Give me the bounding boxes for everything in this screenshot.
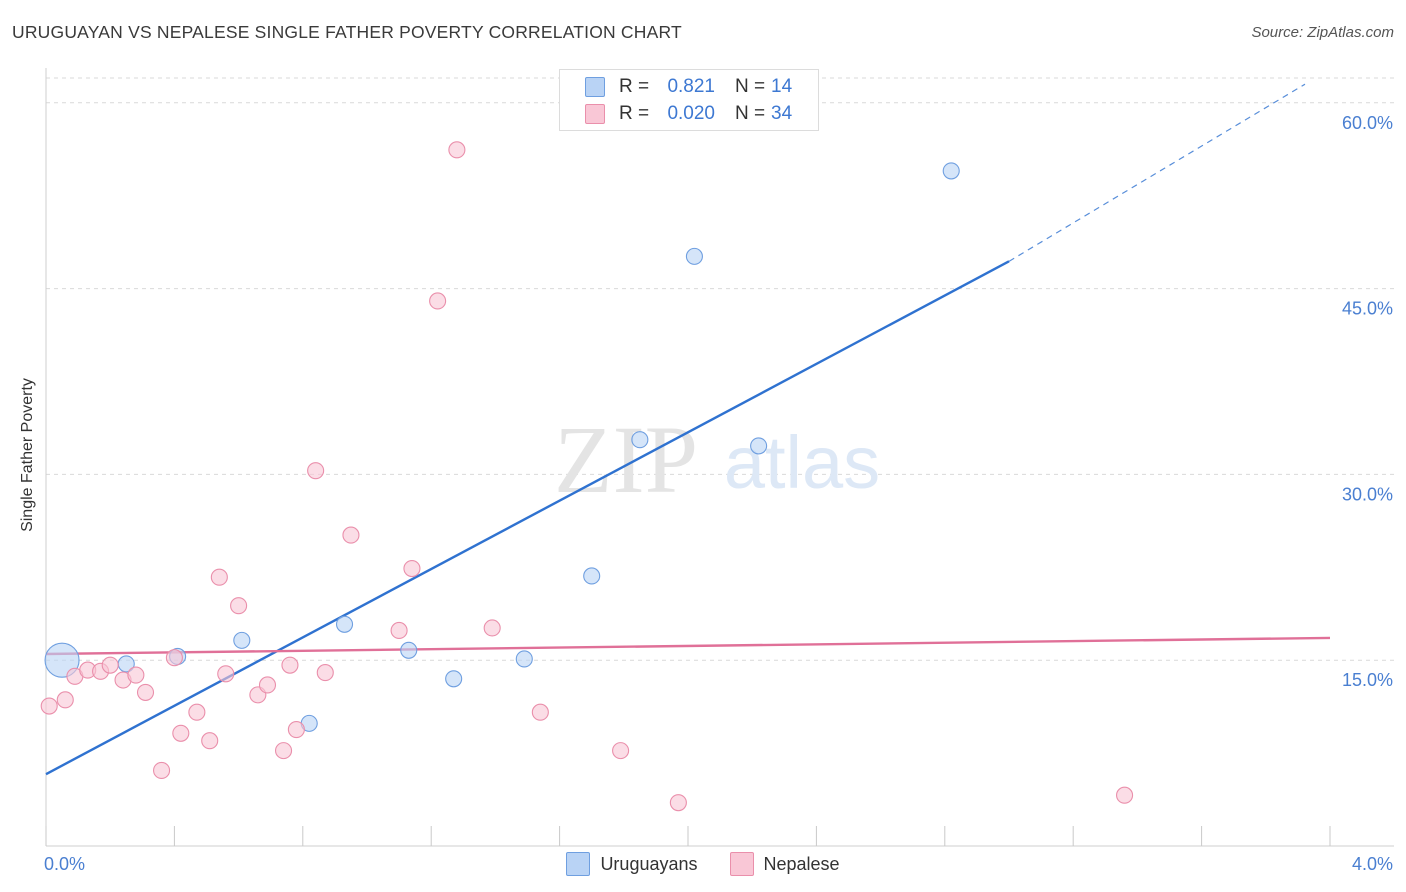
nepalese-point xyxy=(316,664,334,682)
nepalese-point xyxy=(1116,786,1134,804)
uruguayan-point xyxy=(631,431,649,449)
legend-n-value: 14 xyxy=(771,76,793,97)
x-tick-label-max: 4.0% xyxy=(1352,854,1393,874)
y-tick-label: 15.0% xyxy=(1342,670,1393,690)
series-legend: Uruguayans Nepalese xyxy=(0,852,1406,876)
legend-n-label: N = xyxy=(735,76,766,97)
nepalese-point xyxy=(483,619,501,637)
nepalese-point xyxy=(153,761,171,779)
legend-r-label: R = xyxy=(619,76,650,97)
legend-swatch-uruguayans xyxy=(566,852,591,876)
nepalese-point xyxy=(531,703,549,721)
data-points xyxy=(40,141,1134,812)
nepalese-point xyxy=(448,141,466,159)
nepalese-point xyxy=(403,559,421,578)
legend-label-nepalese: Nepalese xyxy=(763,853,840,874)
uruguayan-point xyxy=(515,650,533,668)
legend-r-value: 0.821 xyxy=(667,76,715,97)
chart-title: URUGUAYAN VS NEPALESE SINGLE FATHER POVE… xyxy=(12,22,682,42)
y-tick-label: 60.0% xyxy=(1342,113,1393,133)
uruguayan-point xyxy=(685,247,703,265)
legend-r-label: R = xyxy=(619,103,650,124)
nepalese-point xyxy=(201,732,219,750)
y-tick-label: 45.0% xyxy=(1342,299,1393,319)
nepalese-point xyxy=(612,742,630,760)
nepalese-point xyxy=(258,676,277,694)
nepalese-point xyxy=(274,742,293,760)
source-label: Source: ZipAtlas.com xyxy=(1251,24,1394,41)
nepalese-point xyxy=(210,568,228,586)
watermark-atlas: atlas xyxy=(724,421,880,504)
y-tick-label: 30.0% xyxy=(1342,484,1393,504)
nepalese-point xyxy=(188,703,206,721)
uruguayan-point xyxy=(44,642,80,678)
nepalese-point xyxy=(281,656,299,674)
nepalese-point xyxy=(101,656,119,674)
nepalese-trend-line xyxy=(45,636,1331,656)
uruguayan-point xyxy=(445,670,463,688)
nepalese-point xyxy=(172,724,190,742)
nepalese-point xyxy=(287,721,305,739)
uruguayan-trend-line xyxy=(45,260,1010,776)
trend-lines xyxy=(45,83,1331,776)
legend-label-uruguayans: Uruguayans xyxy=(600,853,698,874)
axes xyxy=(45,68,1394,847)
legend-swatch-nepalese xyxy=(729,852,754,876)
tick-labels: 15.0% 30.0% 45.0% 60.0% 0.0% 4.0% xyxy=(44,113,1393,874)
uruguayan-point xyxy=(233,631,251,649)
uruguayan-point xyxy=(750,437,768,455)
gridlines xyxy=(46,77,1394,661)
legend-row-uruguayans: R = 0.821 N = 14 xyxy=(585,75,792,99)
legend-item-nepalese[interactable]: Nepalese xyxy=(729,852,840,876)
nepalese-point xyxy=(165,649,183,667)
watermark-zip: ZIP xyxy=(554,406,698,513)
legend-n-label: N = xyxy=(735,103,766,124)
legend-row-nepalese: R = 0.020 N = 34 xyxy=(585,102,792,126)
uruguayan-point xyxy=(583,567,601,585)
watermark: ZIP atlas xyxy=(554,406,880,513)
correlation-legend: R = 0.821 N = 14 R = 0.020 N = 34 xyxy=(559,69,819,131)
nepalese-point xyxy=(136,683,155,701)
nepalese-point xyxy=(40,697,58,715)
nepalese-point xyxy=(307,462,325,480)
nepalese-point xyxy=(217,665,235,683)
uruguayan-point xyxy=(400,641,418,659)
nepalese-point xyxy=(230,597,248,615)
x-tick-label-min: 0.0% xyxy=(44,854,85,874)
legend-swatch-nepalese xyxy=(585,104,605,124)
nepalese-point xyxy=(429,292,447,310)
uruguayan-point xyxy=(335,615,354,633)
legend-item-uruguayans[interactable]: Uruguayans xyxy=(566,852,698,876)
legend-r-value: 0.020 xyxy=(667,103,715,124)
nepalese-point xyxy=(669,794,687,812)
nepalese-point xyxy=(390,621,408,640)
nepalese-point xyxy=(56,691,74,709)
uruguayan-point xyxy=(942,162,960,180)
legend-swatch-uruguayans xyxy=(585,77,605,97)
nepalese-point xyxy=(127,666,145,684)
nepalese-point xyxy=(342,526,360,544)
uruguayan-trend-extension xyxy=(1008,83,1306,262)
legend-n-value: 34 xyxy=(771,103,793,124)
